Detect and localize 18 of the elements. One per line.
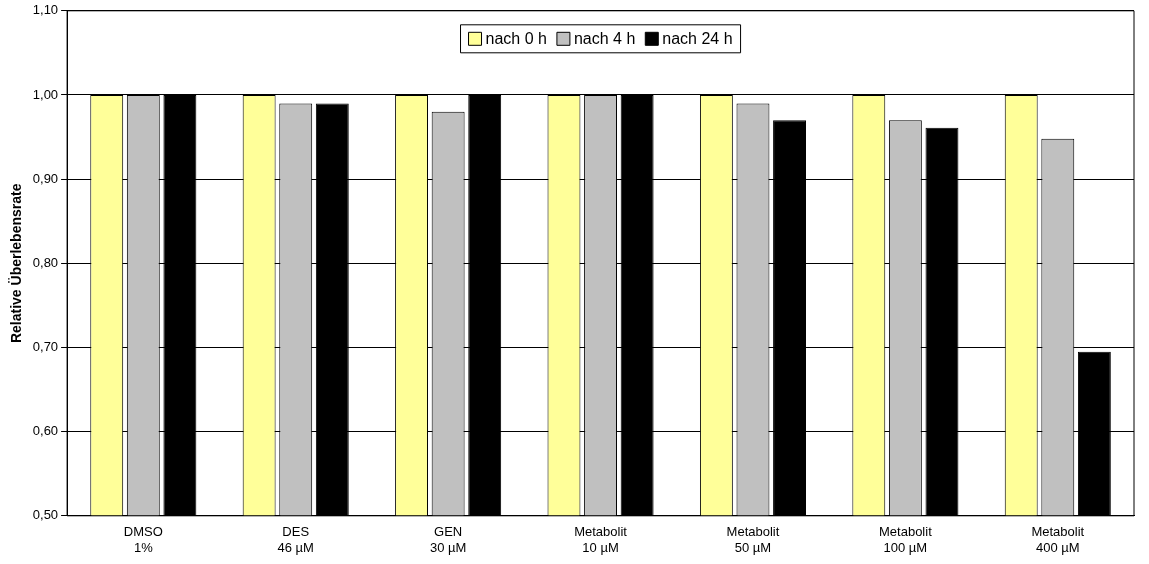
x-tick-label: Metabolit 400 µM	[1031, 524, 1085, 555]
y-tick-label: 0,60	[32, 423, 59, 439]
y-axis-title: Relative Überlebensrate	[8, 183, 25, 344]
x-tick-label: Metabolit 100 µM	[879, 524, 933, 555]
y-tick-label: 0,70	[32, 339, 59, 355]
y-tick-label: 0,90	[32, 170, 59, 186]
x-tick-label: Metabolit 10 µM	[574, 524, 628, 555]
y-tick-label: 0,50	[32, 507, 59, 523]
x-tick-label: DES 46 µM	[277, 524, 314, 555]
legend-label: nach 4 h	[573, 30, 636, 48]
x-tick-label: GEN 30 µM	[429, 524, 467, 555]
y-tick-label: 1,10	[32, 2, 59, 18]
legend-label: nach 24 h	[662, 30, 733, 48]
x-tick-label: Metabolit 50 µM	[726, 524, 780, 555]
y-tick-label: 0,80	[32, 254, 59, 270]
x-tick-label: DMSO 1%	[123, 524, 163, 555]
legend-label: nach 0 h	[485, 30, 547, 48]
y-tick-label: 1,00	[32, 86, 59, 102]
